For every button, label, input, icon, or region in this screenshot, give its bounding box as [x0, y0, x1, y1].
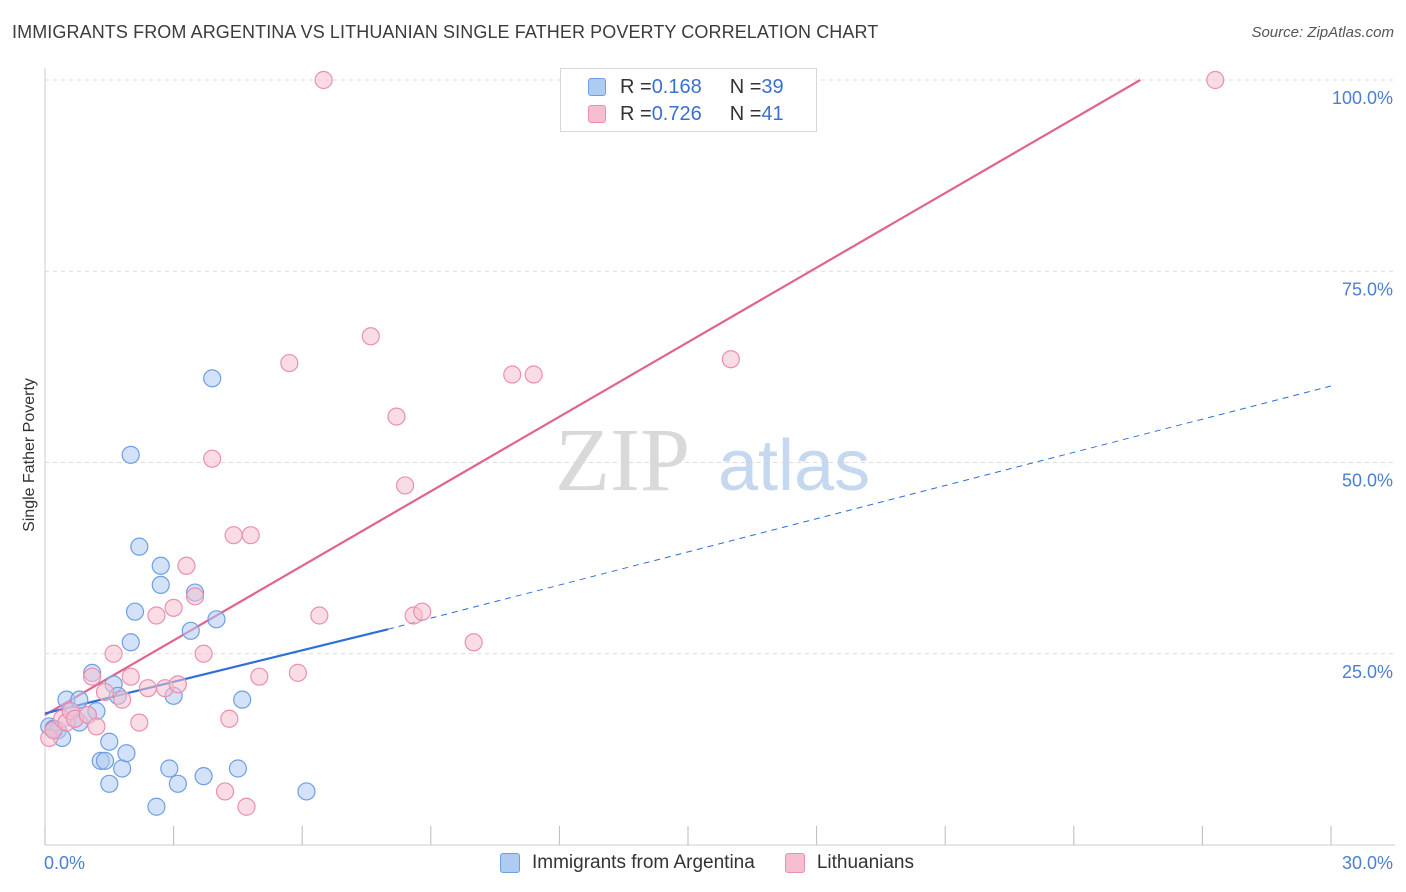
- lithuanians-point-35: [395, 476, 415, 495]
- argentina-point-35: [228, 759, 247, 778]
- lithuanians-point-30: [288, 663, 308, 682]
- lithuanians-point-32: [314, 70, 333, 90]
- legend-r-value: 0.726: [651, 102, 702, 125]
- tick-labels: 25.0% 50.0% 75.0% 100.0% 0.0% 30.0%: [44, 88, 1393, 873]
- lithuanians-point-39: [503, 365, 522, 384]
- trendline-argentina-extended: [387, 385, 1332, 630]
- argentina-point-27: [160, 759, 179, 778]
- argentina-point-32: [194, 767, 213, 786]
- y-tick-label-3: 100.0%: [1332, 88, 1393, 108]
- legend-item-lithuanians[interactable]: Lithuanians: [784, 852, 915, 874]
- trendline-lithuanians: [44, 79, 1141, 716]
- argentina-point-36: [233, 690, 252, 709]
- lithuanians-point-19: [177, 556, 196, 575]
- legend-r-label: R =: [620, 102, 652, 125]
- y-tick-label-1: 50.0%: [1342, 471, 1393, 491]
- series-lithuanians-points: [40, 70, 1225, 816]
- lithuanians-point-7: [83, 667, 102, 686]
- lithuanians-point-12: [121, 667, 140, 686]
- argentina-point-33: [203, 369, 222, 388]
- lithuanians-point-10: [104, 644, 123, 663]
- argentina-point-23: [130, 537, 149, 556]
- legend-r-label: R =: [620, 75, 652, 98]
- lithuanians-point-31: [310, 606, 329, 625]
- lithuanians-point-34: [387, 407, 406, 426]
- watermark-atlas: atlas: [718, 426, 870, 506]
- y-tick-label-2: 75.0%: [1342, 279, 1393, 299]
- lithuanians-point-38: [464, 633, 483, 652]
- argentina-point-29: [168, 774, 187, 793]
- lithuanians-point-11: [113, 690, 132, 709]
- x-tick-label-1: 30.0%: [1342, 853, 1393, 873]
- lithuanians-point-13: [130, 713, 149, 732]
- legend-r-value: 0.168: [651, 75, 702, 98]
- lithuanians-point-22: [203, 449, 222, 468]
- lithuanians-point-27: [241, 526, 260, 545]
- chart-title: IMMIGRANTS FROM ARGENTINA VS LITHUANIAN …: [12, 22, 879, 42]
- argentina-point-37: [297, 782, 316, 801]
- argentina-point-18: [113, 759, 132, 778]
- argentina-point-21: [121, 633, 140, 652]
- argentina-point-14: [100, 732, 119, 751]
- legend-item-argentina[interactable]: Immigrants from Argentina: [500, 852, 755, 874]
- axes: [44, 68, 1395, 846]
- watermark: ZIP atlas: [555, 411, 870, 510]
- argentina-point-24: [147, 797, 166, 816]
- lithuanians-point-20: [185, 587, 205, 606]
- legend-label-lithuanians: Lithuanians: [816, 852, 915, 873]
- correlation-legend: R = 0.168 N = 39 R = 0.726 N = 41: [560, 68, 817, 132]
- lithuanians-point-37: [413, 602, 432, 621]
- legend-n-label: N =: [729, 102, 762, 125]
- argentina-point-19: [117, 744, 136, 763]
- x-tick-label-0: 0.0%: [44, 853, 85, 873]
- lithuanians-point-40: [524, 365, 543, 384]
- lithuanians-point-24: [220, 709, 239, 728]
- lithuanians-point-33: [361, 327, 380, 346]
- legend-swatch-blue: [588, 78, 606, 96]
- gridlines: [45, 79, 1395, 655]
- legend-swatch-pink: [588, 105, 606, 123]
- argentina-point-22: [125, 602, 145, 621]
- legend-n-value: 39: [761, 75, 784, 98]
- legend-swatch-pink: [784, 853, 805, 873]
- lithuanians-point-25: [224, 526, 243, 545]
- source-label: Source: ZipAtlas.com: [1251, 24, 1394, 41]
- legend-label-argentina: Immigrants from Argentina: [532, 852, 755, 873]
- argentina-point-15: [100, 774, 119, 793]
- y-tick-label-0: 25.0%: [1342, 662, 1393, 682]
- argentina-point-25: [151, 556, 170, 575]
- lithuanians-point-26: [237, 797, 256, 816]
- argentina-point-34: [207, 610, 226, 629]
- argentina-point-30: [181, 621, 200, 640]
- argentina-point-13: [95, 751, 115, 770]
- lithuanians-point-21: [194, 644, 213, 663]
- legend-swatch-blue: [500, 853, 520, 873]
- lithuanians-point-15: [147, 606, 166, 625]
- trend-lines: [44, 79, 1332, 716]
- lithuanians-point-18: [168, 675, 187, 694]
- lithuanians-point-23: [215, 782, 235, 801]
- lithuanians-point-14: [138, 679, 157, 698]
- legend-n-value: 41: [761, 102, 784, 125]
- legend-n-label: N =: [729, 75, 762, 98]
- lithuanians-point-9: [95, 682, 115, 702]
- argentina-point-26: [151, 575, 170, 595]
- legend-row-lithuanians: R = 0.726 N = 41: [588, 102, 784, 126]
- lithuanians-point-42: [1206, 70, 1225, 90]
- series-legend: Immigrants from Argentina Lithuanians: [500, 852, 944, 874]
- lithuanians-point-29: [280, 353, 299, 373]
- lithuanians-point-28: [250, 667, 269, 686]
- legend-row-argentina: R = 0.168 N = 39: [588, 75, 784, 99]
- lithuanians-point-41: [721, 350, 740, 369]
- y-axis-label: Single Father Poverty: [21, 378, 38, 532]
- argentina-point-20: [121, 445, 140, 464]
- watermark-zip: ZIP: [555, 411, 690, 510]
- lithuanians-point-17: [164, 598, 183, 617]
- lithuanians-point-8: [87, 717, 106, 736]
- series-argentina-points: [40, 369, 316, 816]
